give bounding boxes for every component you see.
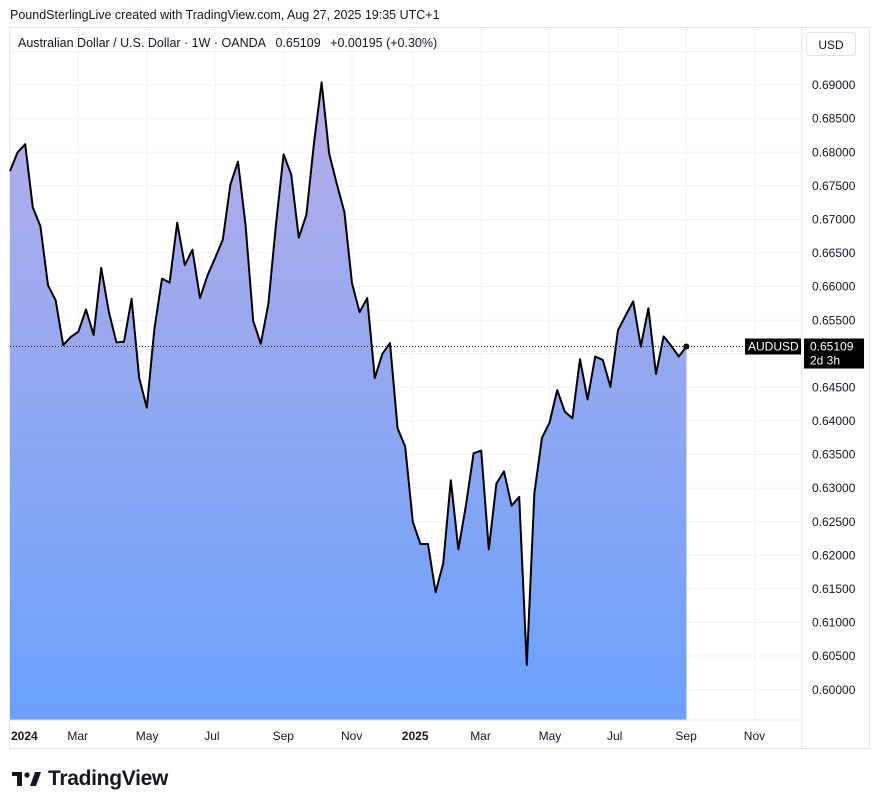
x-tick-label: May	[539, 729, 562, 743]
y-tick-label: 0.65500	[812, 313, 856, 327]
x-tick-label: Jul	[607, 729, 622, 743]
y-tick-label: 0.67500	[812, 179, 856, 193]
y-tick-label: 0.60500	[812, 649, 856, 663]
last-price: 0.65109	[275, 36, 321, 50]
x-tick-label: Sep	[675, 729, 697, 743]
y-tick-label: 0.63500	[812, 448, 856, 462]
tradingview-logo-icon	[12, 772, 41, 786]
x-tick-label: Jul	[204, 729, 219, 743]
x-tick-label: Sep	[273, 729, 295, 743]
symbol-description[interactable]: Australian Dollar / U.S. Dollar · 1W · O…	[18, 36, 266, 50]
x-tick-label: 2024	[11, 729, 38, 743]
x-tick-label: Nov	[744, 729, 765, 743]
y-tick-label: 0.61500	[812, 582, 856, 596]
currency-button[interactable]: USD	[806, 32, 856, 56]
price-change: +0.00195 (+0.30%)	[330, 36, 438, 50]
y-tick-label: 0.62000	[812, 548, 856, 562]
tradingview-logo-text: TradingView	[48, 767, 169, 790]
y-tick-label: 0.66500	[812, 246, 856, 260]
price-tag-value: 0.65109	[810, 340, 854, 354]
x-tick-label: Nov	[341, 729, 362, 743]
tradingview-logo[interactable]: TradingView	[12, 767, 168, 791]
y-tick-label: 0.66000	[812, 280, 856, 294]
y-tick-label: 0.64500	[812, 380, 856, 394]
chart-attribution: PoundSterlingLive created with TradingVi…	[10, 8, 440, 22]
area-series	[10, 82, 687, 720]
y-tick-label: 0.68500	[812, 112, 856, 126]
x-tick-label: May	[136, 729, 159, 743]
y-tick-label: 0.69000	[812, 78, 856, 92]
price-line-series	[9, 81, 690, 666]
symbol-tag-label: AUDUSD	[748, 340, 799, 354]
y-tick-label: 0.62500	[812, 515, 856, 529]
symbol-tag-bg	[745, 338, 801, 355]
y-tick-label: 0.60000	[812, 683, 856, 697]
price-line	[9, 81, 688, 666]
price-tag-bg	[804, 338, 864, 369]
x-tick-label: Mar	[67, 729, 88, 743]
y-tick-label: 0.64000	[812, 414, 856, 428]
last-point-marker	[683, 343, 690, 350]
y-tick-label: 0.61000	[812, 616, 856, 630]
area-fill	[10, 82, 687, 720]
x-tick-label: 2025	[402, 729, 429, 743]
y-tick-label: 0.63000	[812, 481, 856, 495]
y-tick-label: 0.67000	[812, 212, 856, 226]
price-tag-countdown: 2d 3h	[810, 354, 840, 368]
symbol-legend: Australian Dollar / U.S. Dollar · 1W · O…	[18, 36, 443, 50]
x-tick-label: Mar	[470, 729, 491, 743]
y-tick-label: 0.68000	[812, 145, 856, 159]
